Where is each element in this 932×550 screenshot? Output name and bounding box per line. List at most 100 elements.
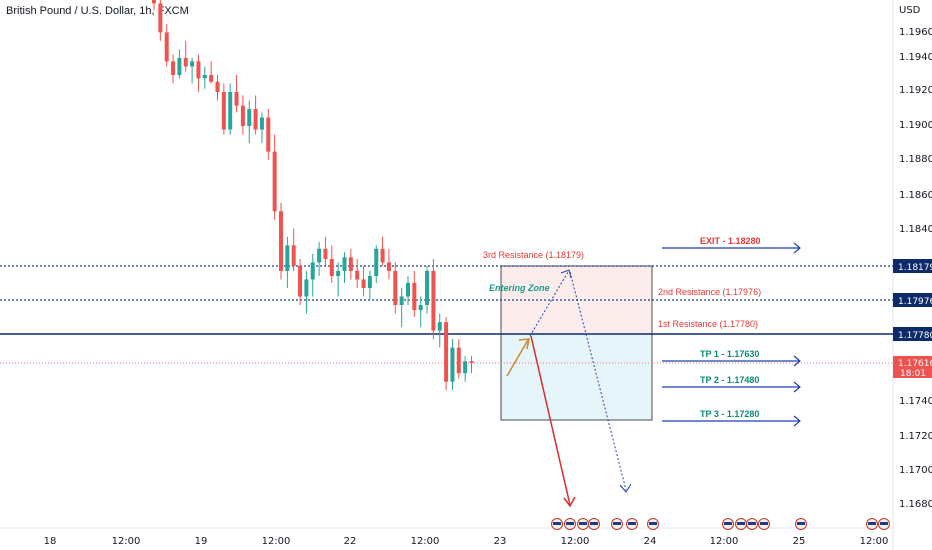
red-down-arrow[interactable]	[530, 335, 576, 508]
candle-body[interactable]	[367, 276, 372, 288]
candle-body[interactable]	[164, 32, 169, 62]
economic-events[interactable]	[551, 518, 890, 530]
r3-tag-text: 1.18179	[898, 263, 932, 273]
candle-body[interactable]	[228, 91, 233, 130]
candle-body[interactable]	[406, 282, 410, 297]
tp3-target[interactable]: TP 3 - 1.17280	[662, 409, 801, 427]
currency-label: USD	[899, 5, 921, 16]
candle-body[interactable]	[444, 322, 449, 382]
red-arrow-line	[530, 335, 571, 506]
candlestick-series[interactable]	[152, 0, 474, 391]
r2-price-tag[interactable]: 1.17976	[893, 293, 932, 307]
candle-body[interactable]	[469, 361, 474, 363]
candle-body[interactable]	[463, 361, 468, 374]
candle-body[interactable]	[393, 270, 398, 306]
r1-price-tag[interactable]: 1.17780	[893, 327, 932, 341]
candle-body[interactable]	[291, 245, 296, 266]
r3-tag-bg	[893, 259, 932, 273]
candle-body[interactable]	[266, 117, 271, 152]
candle-body[interactable]	[380, 248, 385, 263]
candle-body[interactable]	[177, 57, 182, 75]
price-axis[interactable]: 1.19600 1.19400 1.19200 1.19000 1.18800 …	[899, 27, 932, 510]
event-flag-stripe	[579, 522, 587, 525]
candle-body[interactable]	[329, 259, 334, 277]
exit-label: EXIT - 1.18280	[700, 236, 761, 246]
candle-body[interactable]	[190, 61, 195, 67]
event-flag-stripe	[737, 522, 745, 525]
price-tick: 1.19200	[899, 85, 932, 96]
candle-body[interactable]	[215, 81, 220, 92]
candle-body[interactable]	[158, 3, 163, 33]
blue-dotted-down-arrow[interactable]	[569, 271, 632, 493]
tp1-target[interactable]: TP 1 - 1.17630	[662, 349, 801, 367]
candle-body[interactable]	[209, 74, 214, 82]
candle-body[interactable]	[183, 57, 188, 67]
event-flag-stripe	[590, 522, 598, 525]
candle-body[interactable]	[374, 248, 379, 277]
candle-body[interactable]	[234, 91, 239, 106]
candle-body[interactable]	[355, 270, 360, 280]
time-tick: 12:00	[710, 536, 739, 547]
candle-body[interactable]	[342, 257, 347, 271]
event-flag-stripe	[868, 522, 876, 525]
candle-body[interactable]	[171, 61, 176, 75]
candle-body[interactable]	[221, 91, 226, 130]
candle-body[interactable]	[456, 347, 461, 374]
candle-body[interactable]	[279, 211, 283, 271]
candle-body[interactable]	[431, 270, 436, 331]
r3-price-tag[interactable]: 1.18179	[893, 259, 932, 273]
time-tick: 12:00	[262, 536, 291, 547]
price-tick: 1.17000	[899, 465, 932, 476]
r1-tag-bg	[893, 327, 932, 341]
candle-body[interactable]	[202, 74, 207, 79]
candle-body[interactable]	[450, 347, 455, 382]
tp3-label: TP 3 - 1.17280	[700, 409, 759, 419]
event-flag-stripe	[760, 522, 768, 525]
candle-body[interactable]	[152, 0, 156, 4]
event-flag-stripe	[797, 522, 805, 525]
candle-body[interactable]	[361, 279, 366, 288]
candle-body[interactable]	[418, 305, 423, 311]
time-tick: 12:00	[561, 536, 590, 547]
candle-body[interactable]	[247, 109, 252, 127]
time-tick: 19	[195, 536, 208, 547]
candle-body[interactable]	[323, 248, 328, 260]
candle-body[interactable]	[317, 248, 322, 263]
candle-body[interactable]	[304, 279, 309, 297]
price-tick: 1.19000	[899, 120, 932, 131]
candle-body[interactable]	[298, 265, 303, 297]
countdown-text: 18:01	[900, 369, 926, 379]
current-price-tag[interactable]: 1.17616 18:01	[893, 356, 932, 379]
price-tick: 1.18400	[899, 224, 932, 235]
candle-body[interactable]	[253, 109, 258, 130]
event-flag-stripe	[613, 522, 621, 525]
candle-body[interactable]	[272, 151, 277, 212]
candle-body[interactable]	[399, 296, 404, 306]
arrow-down-icon	[563, 496, 576, 508]
candle-body[interactable]	[425, 270, 430, 306]
candle-body[interactable]	[336, 270, 341, 277]
candle-body[interactable]	[437, 322, 442, 331]
candle-body[interactable]	[240, 105, 245, 127]
time-axis[interactable]: 18 12:00 19 12:00 22 12:00 23 12:00 24 1…	[44, 536, 889, 547]
time-tick: 12:00	[860, 536, 889, 547]
event-flag-stripe	[566, 522, 574, 525]
target-zone-box[interactable]	[500, 333, 653, 421]
time-tick: 23	[494, 536, 507, 547]
blue-dotted-up-arrow[interactable]	[529, 269, 572, 337]
candle-body[interactable]	[259, 117, 264, 130]
candle-body[interactable]	[196, 61, 201, 79]
candle-body[interactable]	[412, 282, 417, 311]
exit-target[interactable]: EXIT - 1.18280	[662, 236, 801, 254]
candle-body[interactable]	[386, 262, 391, 271]
orange-up-arrow[interactable]	[506, 338, 530, 377]
candle-body[interactable]	[310, 262, 315, 280]
tp2-target[interactable]: TP 2 - 1.17480	[662, 375, 801, 393]
second-resistance-label: 2nd Resistance (1.17976)	[658, 287, 761, 297]
arrow-right-icon	[793, 415, 801, 427]
first-resistance-label: 1st Resistance (1.17780)	[658, 319, 758, 329]
candle-body[interactable]	[285, 245, 290, 271]
candle-body[interactable]	[348, 257, 353, 271]
